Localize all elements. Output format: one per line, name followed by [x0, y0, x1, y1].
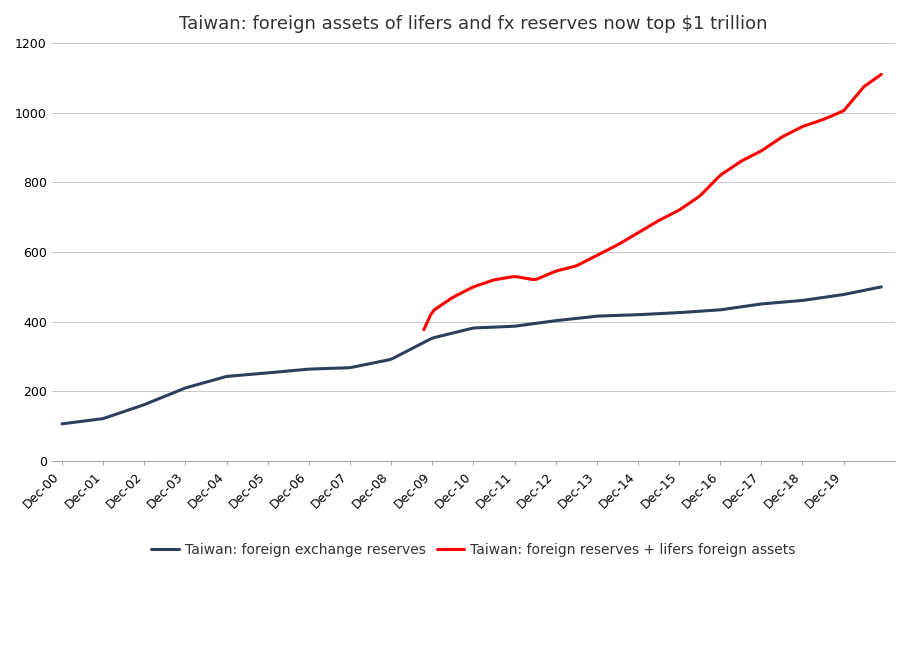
- Taiwan: foreign reserves + lifers foreign assets: (2.01e+03, 701): foreign reserves + lifers foreign assets…: [661, 213, 672, 221]
- Taiwan: foreign exchange reserves: (2e+03, 107): foreign exchange reserves: (2e+03, 107): [56, 420, 67, 428]
- Taiwan: foreign exchange reserves: (2e+03, 174): foreign exchange reserves: (2e+03, 174): [148, 397, 159, 405]
- Taiwan: foreign reserves + lifers foreign assets: (2.01e+03, 377): foreign reserves + lifers foreign assets…: [419, 326, 430, 334]
- Legend: Taiwan: foreign exchange reserves, Taiwan: foreign reserves + lifers foreign ass: Taiwan: foreign exchange reserves, Taiwa…: [146, 538, 801, 563]
- Taiwan: foreign reserves + lifers foreign assets: (2.02e+03, 1.11e+03): foreign reserves + lifers foreign assets…: [875, 70, 886, 78]
- Title: Taiwan: foreign assets of lifers and fx reserves now top $1 trillion: Taiwan: foreign assets of lifers and fx …: [179, 15, 768, 33]
- Taiwan: foreign reserves + lifers foreign assets: (2.02e+03, 876): foreign reserves + lifers foreign assets…: [746, 152, 757, 160]
- Taiwan: foreign exchange reserves: (2.02e+03, 500): foreign exchange reserves: (2.02e+03, 50…: [875, 283, 886, 291]
- Line: Taiwan: foreign exchange reserves: Taiwan: foreign exchange reserves: [62, 287, 881, 424]
- Taiwan: foreign reserves + lifers foreign assets: (2.02e+03, 1.03e+03): foreign reserves + lifers foreign assets…: [845, 98, 856, 106]
- Taiwan: foreign exchange reserves: (2.01e+03, 393): foreign exchange reserves: (2.01e+03, 39…: [524, 320, 535, 328]
- Taiwan: foreign reserves + lifers foreign assets: (2.01e+03, 523): foreign reserves + lifers foreign assets…: [524, 275, 535, 283]
- Taiwan: foreign reserves + lifers foreign assets: (2.02e+03, 977): foreign reserves + lifers foreign assets…: [814, 117, 825, 125]
- Line: Taiwan: foreign reserves + lifers foreign assets: Taiwan: foreign reserves + lifers foreig…: [424, 74, 881, 330]
- Taiwan: foreign exchange reserves: (2.01e+03, 424): foreign exchange reserves: (2.01e+03, 42…: [661, 309, 672, 317]
- Taiwan: foreign reserves + lifers foreign assets: (2.02e+03, 728): foreign reserves + lifers foreign assets…: [678, 204, 689, 212]
- Taiwan: foreign exchange reserves: (2.01e+03, 281): foreign exchange reserves: (2.01e+03, 28…: [368, 359, 379, 367]
- Taiwan: foreign exchange reserves: (2.02e+03, 434): foreign exchange reserves: (2.02e+03, 43…: [715, 306, 726, 314]
- Taiwan: foreign exchange reserves: (2.02e+03, 494): foreign exchange reserves: (2.02e+03, 49…: [865, 285, 876, 293]
